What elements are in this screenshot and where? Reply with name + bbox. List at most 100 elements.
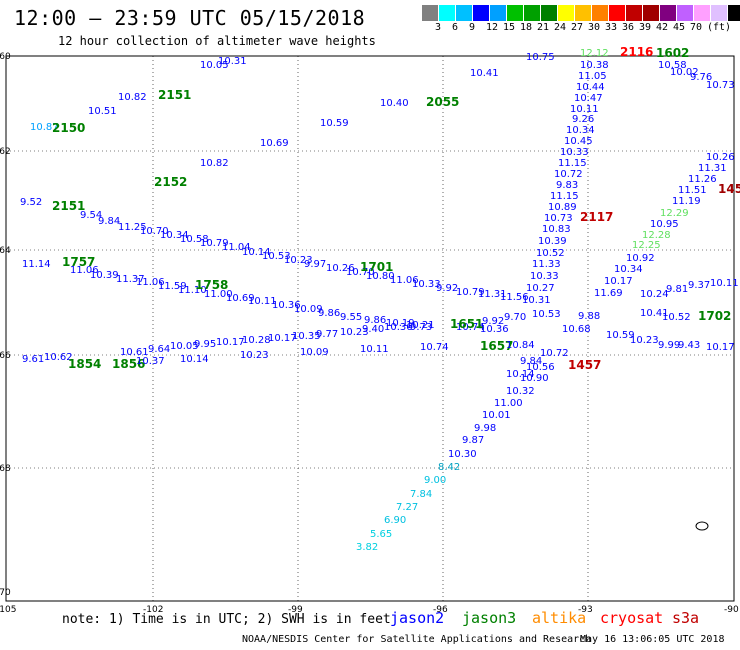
wave-height-label: 7.27	[396, 502, 418, 513]
wave-height-label: 10.31	[218, 56, 247, 67]
wave-height-label: 10.95	[650, 219, 679, 230]
wave-height-label: 10.23	[284, 255, 313, 266]
wave-height-label: 10.52	[536, 248, 565, 259]
wave-height-label: 10.26	[706, 152, 735, 163]
pass-time-label: 1758	[195, 278, 228, 292]
pass-time-label: 1854	[68, 357, 101, 371]
wave-height-label: 10.84	[506, 340, 535, 351]
color-scale-label: 42	[656, 22, 669, 33]
color-scale-label: 27	[571, 22, 584, 33]
wave-height-label: 9.76	[690, 72, 712, 83]
wave-height-label: 9.64	[148, 344, 170, 355]
wave-height-label: 10.41	[470, 68, 499, 79]
wave-height-label: 11.37	[116, 274, 145, 285]
wave-height-label: 10.58	[180, 234, 209, 245]
pass-time-label: 2152	[154, 175, 187, 189]
wave-height-label: 11.10	[178, 285, 207, 296]
pass-time-label: 1702	[698, 309, 731, 323]
wave-height-label: 11.19	[672, 196, 701, 207]
generated-date: May 16 13:06:05 UTC 2018	[580, 634, 725, 645]
color-swatch	[575, 5, 592, 21]
color-scale-label: 15	[503, 22, 516, 33]
wave-height-label: 9.43	[678, 340, 700, 351]
pass-time-label: 1856	[112, 357, 145, 371]
wave-height-label: 9.54	[80, 210, 102, 221]
lat-label: -70	[0, 588, 11, 598]
wave-height-label: 9.86	[318, 308, 340, 319]
wave-height-label: 10.14	[506, 369, 535, 380]
pass-time-label: 145	[718, 182, 740, 196]
satellite-s3a: s3a	[672, 609, 700, 627]
pass-time-label: 2055	[426, 95, 459, 109]
wave-height-label: 5.65	[370, 529, 392, 540]
pass-time-label: 2151	[52, 199, 85, 213]
wave-height-label: 9.99	[658, 340, 680, 351]
wave-height-label: 12.12	[580, 48, 609, 59]
footer-note: note: 1) Time is in UTC; 2) SWH is in fe…	[62, 612, 391, 627]
lat-label: -66	[0, 351, 11, 361]
wave-height-label: 9.84	[520, 356, 542, 367]
island-outline	[695, 521, 709, 531]
wave-height-label: 11.31	[478, 289, 507, 300]
wave-height-label: 10.36	[272, 300, 301, 311]
wave-height-label: 10.11	[710, 278, 739, 289]
wave-height-label: 10.79	[200, 238, 229, 249]
wave-height-label: 10.34	[160, 230, 189, 241]
wave-height-label: 9.81	[666, 284, 688, 295]
wave-height-label: 9.77	[316, 329, 338, 340]
wave-height-label: 10.01	[482, 410, 511, 421]
wave-height-label: 11.15	[558, 158, 587, 169]
wave-height-label: 11.00	[494, 398, 523, 409]
wave-height-label: 9.98	[474, 423, 496, 434]
color-swatch	[660, 5, 677, 21]
wave-height-label: 9.83	[556, 180, 578, 191]
wave-height-label: 10.53	[532, 309, 561, 320]
wave-height-label: 9.26	[572, 114, 594, 125]
pass-time-label: 2117	[580, 210, 613, 224]
wave-height-label: 10.52	[662, 312, 691, 323]
wave-height-label: 10.35	[292, 331, 321, 342]
color-swatch	[694, 5, 711, 21]
wave-height-label: 10.47	[574, 93, 603, 104]
color-swatch	[422, 5, 439, 21]
wave-height-label: 10.34	[566, 125, 595, 136]
wave-height-label: 10.53	[262, 251, 291, 262]
lat-label: -68	[0, 464, 11, 474]
page-subtitle: 12 hour collection of altimeter wave hei…	[58, 34, 376, 48]
map-frame	[5, 55, 735, 602]
color-scale-label: 18	[520, 22, 533, 33]
color-scale-label: 70	[690, 22, 703, 33]
wave-height-label: 10.32	[506, 386, 535, 397]
wave-height-label: 10.17	[216, 337, 245, 348]
pass-time-label: 1757	[62, 255, 95, 269]
satellite-jason2: jason2	[390, 609, 445, 627]
wave-height-label: 12.25	[632, 240, 661, 251]
wave-height-label: 10.23	[340, 327, 369, 338]
wave-height-label: 10.11	[360, 344, 389, 355]
wave-height-label: 10.11	[248, 296, 277, 307]
wave-height-label: 10.83	[542, 224, 571, 235]
pass-time-label: 1651	[450, 317, 483, 331]
wave-height-label: 11.59	[158, 281, 187, 292]
wave-height-label: 9.95	[194, 339, 216, 350]
wave-height-label: 11.25	[118, 222, 147, 233]
wave-height-label: 10.05	[170, 341, 199, 352]
wave-height-label: 10.02	[670, 67, 699, 78]
wave-height-label: 9.86	[364, 315, 386, 326]
wave-height-label: 10.36	[480, 324, 509, 335]
wave-height-label: 10.56	[526, 362, 555, 373]
wave-height-label: 11.51	[678, 185, 707, 196]
color-swatch	[626, 5, 643, 21]
wave-height-label: 10.51	[88, 106, 117, 117]
wave-height-label: 3.82	[356, 542, 378, 553]
wave-height-label: 9.00	[424, 475, 446, 486]
color-swatch	[558, 5, 575, 21]
color-swatch	[507, 5, 524, 21]
color-swatch	[524, 5, 541, 21]
wave-height-label: 10.62	[44, 352, 73, 363]
wave-height-label: 10.11	[570, 104, 599, 115]
color-swatch	[473, 5, 490, 21]
wave-height-label: 10.58	[658, 60, 687, 71]
wave-height-label: 7.84	[410, 489, 432, 500]
